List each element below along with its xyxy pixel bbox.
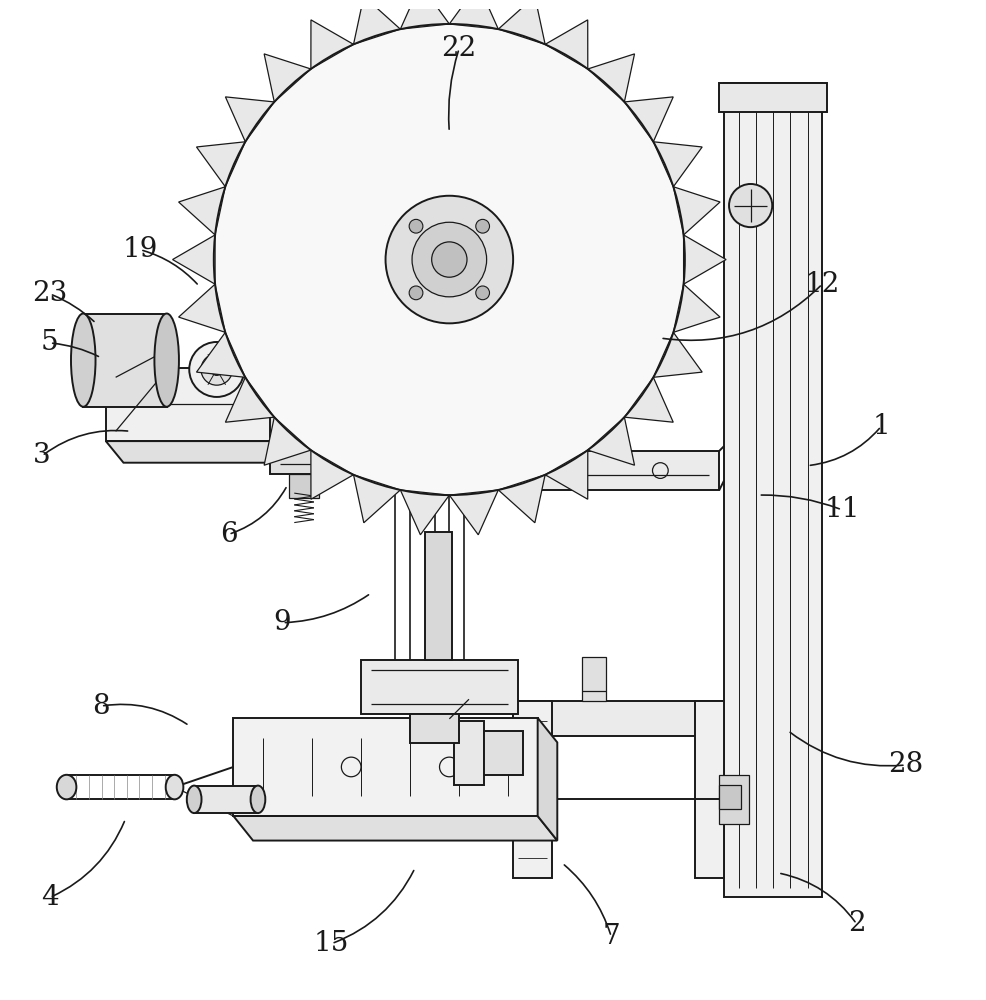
Bar — [719, 83, 826, 112]
Polygon shape — [311, 450, 353, 499]
Bar — [694, 701, 724, 878]
Circle shape — [409, 219, 422, 233]
Bar — [513, 701, 552, 878]
Bar — [106, 368, 542, 441]
Polygon shape — [588, 54, 634, 102]
Bar — [386, 451, 719, 490]
Polygon shape — [544, 20, 588, 69]
Polygon shape — [624, 377, 672, 422]
Bar — [269, 410, 338, 474]
Polygon shape — [449, 490, 498, 535]
Polygon shape — [311, 20, 353, 69]
Circle shape — [214, 24, 684, 495]
Circle shape — [411, 222, 486, 297]
Bar — [83, 314, 167, 407]
Polygon shape — [264, 417, 311, 465]
Polygon shape — [400, 490, 449, 535]
Polygon shape — [196, 332, 246, 377]
Polygon shape — [106, 441, 560, 463]
Bar — [289, 474, 318, 498]
Polygon shape — [400, 0, 449, 29]
Text: 11: 11 — [823, 496, 859, 523]
Polygon shape — [672, 187, 720, 235]
Polygon shape — [683, 235, 726, 284]
Text: 1: 1 — [872, 413, 889, 440]
Bar — [409, 714, 458, 743]
Bar — [454, 721, 483, 785]
Polygon shape — [264, 54, 311, 102]
Ellipse shape — [57, 775, 76, 799]
Bar — [581, 657, 605, 701]
Circle shape — [475, 286, 489, 300]
Ellipse shape — [154, 314, 178, 407]
Text: 28: 28 — [887, 751, 922, 778]
Polygon shape — [225, 97, 274, 142]
Circle shape — [386, 196, 513, 323]
Text: 2: 2 — [847, 910, 865, 937]
Polygon shape — [225, 377, 274, 422]
Bar — [724, 83, 821, 897]
Polygon shape — [544, 450, 588, 499]
Polygon shape — [233, 816, 557, 841]
Polygon shape — [588, 417, 634, 465]
Circle shape — [211, 364, 223, 375]
Text: 19: 19 — [122, 236, 158, 263]
Polygon shape — [269, 410, 353, 427]
Text: 3: 3 — [34, 442, 51, 469]
Polygon shape — [498, 475, 544, 523]
Bar — [719, 785, 740, 809]
Ellipse shape — [250, 786, 265, 813]
Polygon shape — [178, 187, 225, 235]
Circle shape — [431, 242, 466, 277]
Bar — [719, 775, 748, 824]
Circle shape — [475, 219, 489, 233]
Polygon shape — [498, 0, 544, 44]
Text: 4: 4 — [41, 884, 58, 911]
Text: 6: 6 — [220, 521, 237, 548]
Text: 7: 7 — [601, 923, 619, 950]
Polygon shape — [542, 368, 560, 463]
Bar — [194, 786, 257, 813]
Circle shape — [729, 184, 771, 227]
Bar — [513, 701, 724, 736]
Bar — [361, 660, 518, 714]
Text: 5: 5 — [41, 329, 58, 356]
Polygon shape — [173, 235, 215, 284]
Ellipse shape — [71, 314, 96, 407]
Text: 22: 22 — [441, 35, 476, 62]
Bar — [424, 532, 452, 660]
Polygon shape — [449, 0, 498, 29]
Polygon shape — [653, 142, 701, 187]
Text: 8: 8 — [92, 693, 109, 720]
Ellipse shape — [166, 775, 183, 799]
Polygon shape — [672, 284, 720, 332]
Polygon shape — [353, 475, 400, 523]
Polygon shape — [196, 142, 246, 187]
Polygon shape — [653, 332, 701, 377]
Polygon shape — [624, 97, 672, 142]
Text: 23: 23 — [33, 280, 67, 307]
Circle shape — [409, 286, 422, 300]
Polygon shape — [353, 0, 400, 44]
Text: 15: 15 — [314, 930, 349, 957]
Circle shape — [201, 354, 232, 385]
Text: 12: 12 — [804, 271, 839, 298]
Ellipse shape — [186, 786, 201, 813]
Bar — [483, 731, 523, 775]
Polygon shape — [537, 718, 557, 841]
Polygon shape — [178, 284, 225, 332]
Circle shape — [189, 342, 244, 397]
Bar — [233, 718, 537, 816]
Text: 9: 9 — [273, 609, 291, 636]
